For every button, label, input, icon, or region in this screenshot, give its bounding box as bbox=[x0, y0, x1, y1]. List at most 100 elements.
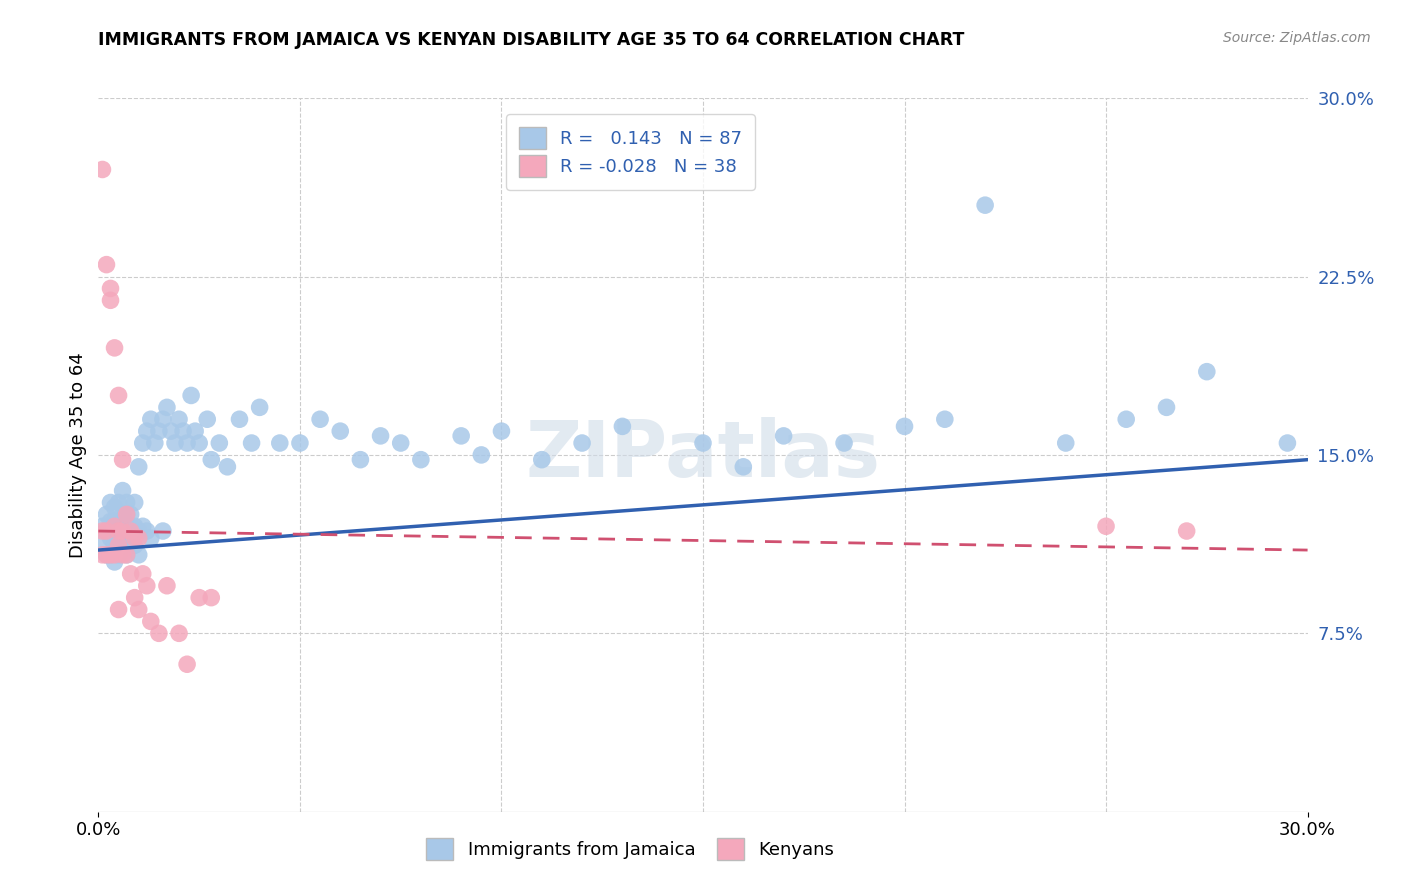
Point bbox=[111, 524, 134, 538]
Point bbox=[832, 436, 855, 450]
Point bbox=[107, 519, 129, 533]
Point bbox=[135, 579, 157, 593]
Point bbox=[309, 412, 332, 426]
Point bbox=[180, 388, 202, 402]
Text: ZIPatlas: ZIPatlas bbox=[526, 417, 880, 493]
Point bbox=[167, 412, 190, 426]
Text: IMMIGRANTS FROM JAMAICA VS KENYAN DISABILITY AGE 35 TO 64 CORRELATION CHART: IMMIGRANTS FROM JAMAICA VS KENYAN DISABI… bbox=[98, 31, 965, 49]
Point bbox=[120, 519, 142, 533]
Point bbox=[103, 538, 125, 552]
Point bbox=[269, 436, 291, 450]
Point bbox=[733, 459, 755, 474]
Point bbox=[111, 548, 134, 562]
Point bbox=[188, 591, 211, 605]
Point bbox=[103, 548, 125, 562]
Point bbox=[103, 515, 125, 529]
Point bbox=[1054, 436, 1077, 450]
Point bbox=[96, 524, 118, 538]
Point bbox=[135, 524, 157, 538]
Point bbox=[389, 436, 412, 450]
Point bbox=[100, 515, 122, 529]
Point bbox=[96, 548, 118, 562]
Point bbox=[91, 536, 114, 550]
Point bbox=[107, 524, 129, 538]
Point bbox=[128, 531, 150, 545]
Point bbox=[139, 412, 162, 426]
Point bbox=[107, 495, 129, 509]
Point bbox=[349, 452, 371, 467]
Point bbox=[128, 459, 150, 474]
Point bbox=[1115, 412, 1137, 426]
Point bbox=[124, 538, 146, 552]
Point bbox=[115, 548, 138, 562]
Point bbox=[228, 412, 250, 426]
Point bbox=[103, 555, 125, 569]
Point bbox=[91, 524, 114, 538]
Point bbox=[100, 548, 122, 562]
Point bbox=[124, 519, 146, 533]
Point bbox=[1095, 519, 1118, 533]
Point bbox=[470, 448, 492, 462]
Point bbox=[124, 531, 146, 545]
Point bbox=[491, 424, 513, 438]
Point bbox=[135, 424, 157, 438]
Point bbox=[128, 548, 150, 562]
Point bbox=[107, 602, 129, 616]
Point bbox=[91, 519, 114, 533]
Point bbox=[103, 500, 125, 515]
Point bbox=[132, 566, 155, 581]
Point bbox=[974, 198, 997, 212]
Point bbox=[100, 531, 122, 545]
Point bbox=[1195, 365, 1218, 379]
Point bbox=[329, 424, 352, 438]
Point bbox=[100, 281, 122, 295]
Point bbox=[612, 419, 634, 434]
Point bbox=[107, 548, 129, 562]
Point bbox=[103, 524, 125, 538]
Point bbox=[100, 548, 122, 562]
Point bbox=[152, 412, 174, 426]
Point bbox=[163, 436, 186, 450]
Point bbox=[115, 508, 138, 522]
Point bbox=[120, 508, 142, 522]
Point bbox=[107, 388, 129, 402]
Point bbox=[132, 519, 155, 533]
Point bbox=[103, 519, 125, 533]
Point bbox=[409, 452, 432, 467]
Point bbox=[115, 531, 138, 545]
Point bbox=[249, 401, 271, 415]
Point bbox=[111, 452, 134, 467]
Point bbox=[111, 538, 134, 552]
Legend: Immigrants from Jamaica, Kenyans: Immigrants from Jamaica, Kenyans bbox=[419, 830, 842, 867]
Point bbox=[96, 548, 118, 562]
Point bbox=[200, 591, 222, 605]
Point bbox=[208, 436, 231, 450]
Point bbox=[893, 419, 915, 434]
Point bbox=[120, 531, 142, 545]
Point bbox=[240, 436, 263, 450]
Point bbox=[176, 657, 198, 672]
Point bbox=[107, 538, 129, 552]
Point bbox=[188, 436, 211, 450]
Point bbox=[111, 483, 134, 498]
Point bbox=[120, 566, 142, 581]
Point bbox=[152, 524, 174, 538]
Point bbox=[139, 531, 162, 545]
Point bbox=[450, 429, 472, 443]
Point bbox=[107, 531, 129, 545]
Point bbox=[132, 436, 155, 450]
Y-axis label: Disability Age 35 to 64: Disability Age 35 to 64 bbox=[69, 352, 87, 558]
Point bbox=[167, 626, 190, 640]
Point bbox=[195, 412, 218, 426]
Point bbox=[288, 436, 311, 450]
Point bbox=[139, 615, 162, 629]
Point bbox=[148, 424, 170, 438]
Point bbox=[115, 508, 138, 522]
Point bbox=[571, 436, 593, 450]
Point bbox=[692, 436, 714, 450]
Point bbox=[128, 602, 150, 616]
Point bbox=[128, 524, 150, 538]
Point bbox=[111, 524, 134, 538]
Point bbox=[1175, 524, 1198, 538]
Point bbox=[200, 452, 222, 467]
